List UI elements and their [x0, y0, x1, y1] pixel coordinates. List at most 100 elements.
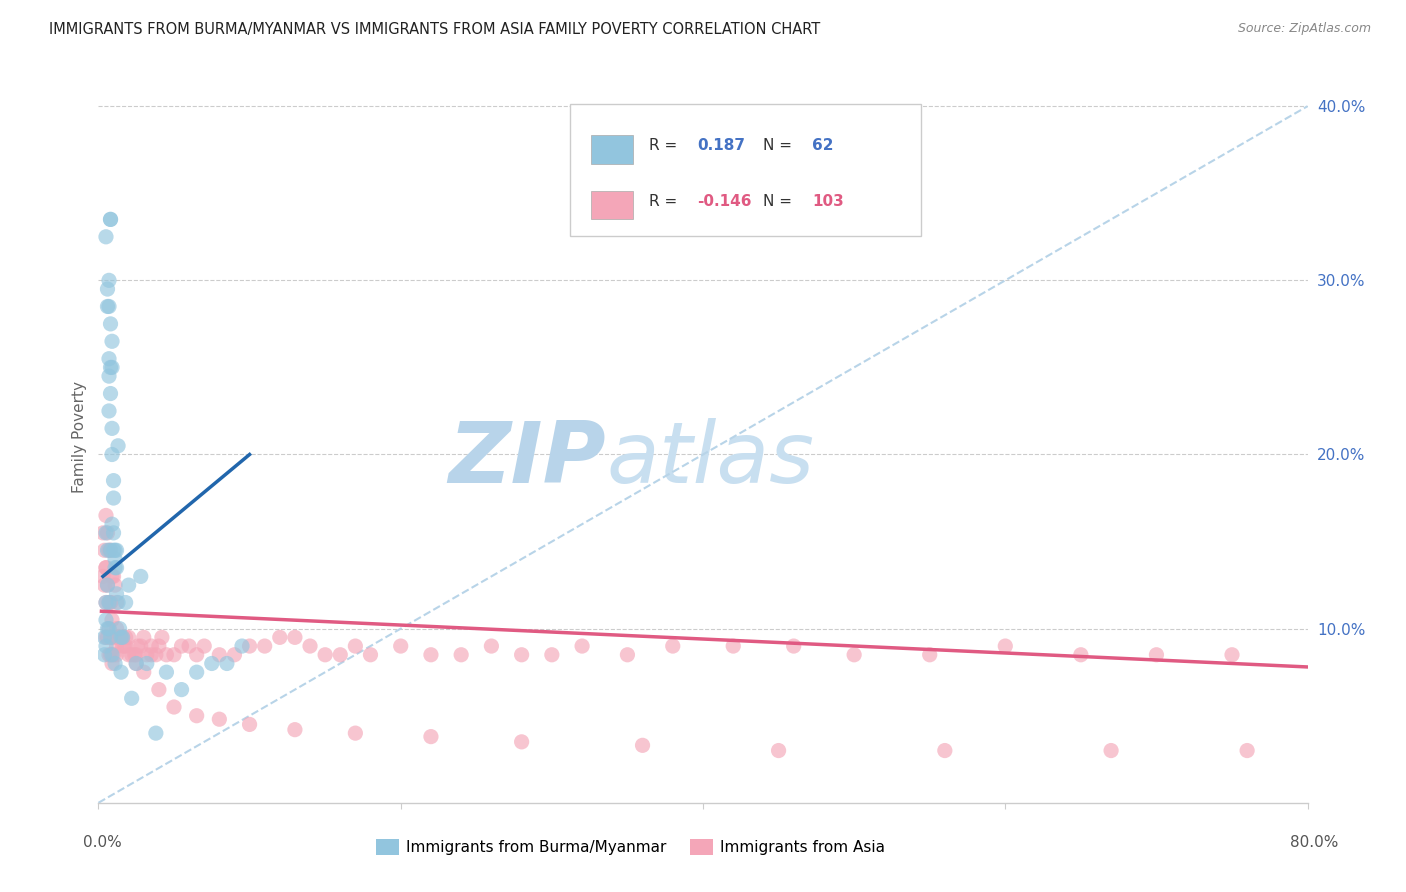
- Point: [108, 622, 131, 636]
- Point: [145, 726, 167, 740]
- Point: [96, 578, 118, 592]
- Point: [98, 622, 121, 636]
- Point: [96, 622, 118, 636]
- Point: [101, 448, 124, 462]
- Point: [98, 648, 121, 662]
- Text: R =: R =: [648, 194, 676, 209]
- FancyBboxPatch shape: [569, 104, 921, 235]
- Text: -0.146: -0.146: [697, 194, 751, 209]
- Point: [94, 639, 117, 653]
- Point: [1220, 648, 1243, 662]
- Point: [105, 543, 128, 558]
- Point: [148, 682, 170, 697]
- Point: [94, 229, 117, 244]
- Point: [571, 639, 593, 653]
- Point: [389, 639, 412, 653]
- Point: [125, 648, 148, 662]
- Point: [100, 360, 122, 375]
- Point: [91, 525, 114, 540]
- Point: [107, 631, 129, 645]
- Point: [96, 631, 118, 645]
- Point: [208, 712, 231, 726]
- Point: [118, 648, 141, 662]
- Point: [98, 543, 121, 558]
- Point: [101, 631, 124, 645]
- Point: [1144, 648, 1167, 662]
- Text: 0.187: 0.187: [697, 137, 745, 153]
- Y-axis label: Family Poverty: Family Poverty: [72, 381, 87, 493]
- Point: [481, 639, 503, 653]
- Point: [96, 300, 118, 314]
- Point: [141, 648, 163, 662]
- Point: [104, 552, 127, 566]
- Point: [170, 639, 193, 653]
- Point: [163, 648, 186, 662]
- Point: [170, 682, 193, 697]
- Point: [103, 648, 125, 662]
- Point: [125, 657, 148, 671]
- Point: [111, 639, 134, 653]
- Point: [314, 648, 336, 662]
- Text: 103: 103: [811, 194, 844, 209]
- Point: [93, 578, 115, 592]
- Point: [101, 360, 124, 375]
- Point: [105, 648, 128, 662]
- Text: N =: N =: [763, 137, 793, 153]
- Point: [93, 543, 115, 558]
- Point: [94, 560, 117, 574]
- Point: [103, 525, 125, 540]
- Point: [103, 491, 125, 505]
- Point: [299, 639, 322, 653]
- Point: [661, 639, 683, 653]
- Point: [108, 631, 131, 645]
- Point: [103, 569, 125, 583]
- Point: [94, 595, 117, 609]
- Point: [104, 631, 127, 645]
- Point: [231, 639, 253, 653]
- Point: [124, 648, 146, 662]
- Point: [94, 613, 117, 627]
- Point: [103, 543, 125, 558]
- Point: [111, 631, 134, 645]
- Point: [420, 730, 443, 744]
- Point: [101, 648, 124, 662]
- Point: [150, 631, 173, 645]
- Legend: Immigrants from Burma/Myanmar, Immigrants from Asia: Immigrants from Burma/Myanmar, Immigrant…: [370, 833, 891, 861]
- Point: [344, 639, 367, 653]
- Point: [100, 212, 122, 227]
- Point: [104, 657, 127, 671]
- Point: [125, 657, 148, 671]
- Point: [145, 648, 167, 662]
- Point: [179, 639, 201, 653]
- Point: [98, 595, 121, 609]
- Point: [100, 543, 122, 558]
- Point: [135, 657, 157, 671]
- Point: [105, 595, 128, 609]
- Point: [540, 648, 562, 662]
- Point: [94, 631, 117, 645]
- Point: [98, 404, 121, 418]
- Text: atlas: atlas: [606, 417, 814, 500]
- FancyBboxPatch shape: [591, 191, 633, 219]
- Point: [1070, 648, 1092, 662]
- Point: [118, 578, 141, 592]
- Point: [105, 587, 128, 601]
- Point: [269, 631, 291, 645]
- Point: [100, 543, 122, 558]
- Point: [96, 578, 118, 592]
- Point: [141, 639, 163, 653]
- Point: [101, 334, 124, 349]
- Point: [98, 273, 121, 287]
- Point: [155, 665, 177, 680]
- Point: [934, 743, 956, 757]
- Point: [135, 648, 157, 662]
- Point: [224, 648, 246, 662]
- Point: [918, 648, 941, 662]
- Point: [104, 543, 127, 558]
- Point: [344, 726, 367, 740]
- Point: [101, 421, 124, 435]
- Point: [105, 639, 128, 653]
- Point: [253, 639, 276, 653]
- Point: [96, 543, 118, 558]
- Point: [186, 648, 208, 662]
